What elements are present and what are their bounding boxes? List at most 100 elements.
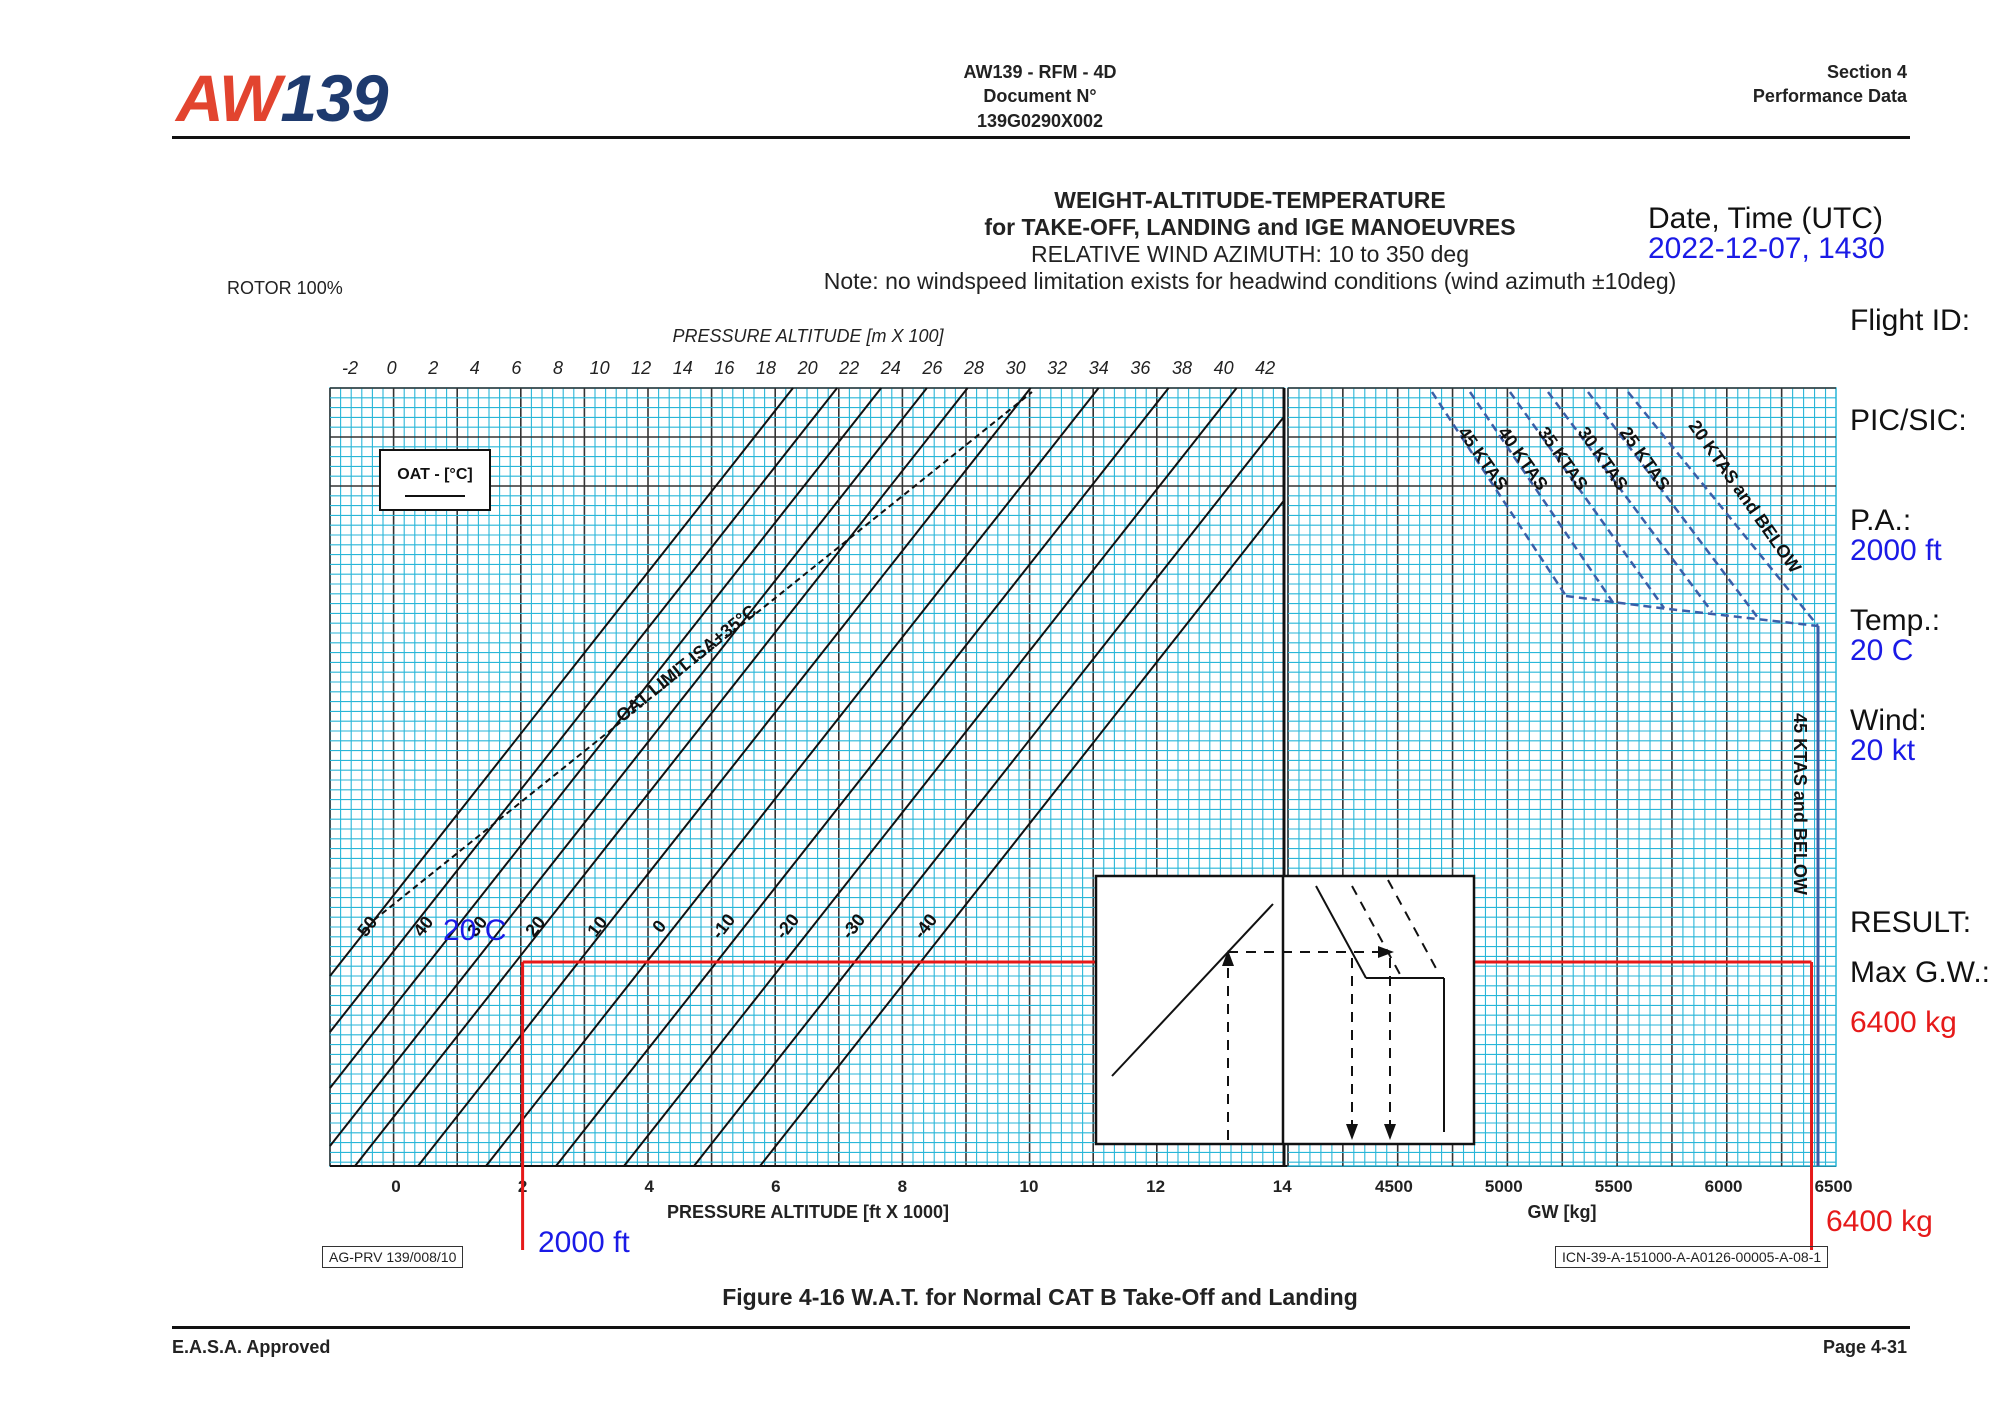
top-tick-label: 18 (756, 358, 776, 378)
oat-marker-label: 20 C (443, 914, 507, 947)
left-panel-grid (329, 387, 1836, 1167)
footer-approval: E.A.S.A. Approved (172, 1337, 331, 1357)
top-tick-label: 16 (714, 358, 735, 378)
top-tick-label: 4 (470, 358, 480, 378)
top-tick-label: 2 (427, 358, 438, 378)
top-tick-label: 6 (511, 358, 522, 378)
top-tick-label: 12 (631, 358, 651, 378)
left-ref-box: AG-PRV 139/008/10 (322, 1246, 464, 1268)
date-time-label: Date, Time (UTC) (1648, 202, 1884, 235)
axis-labels: -2 0 2 4 6 8 10 12 14 16 18 20 22 24 26 28 30 32 34 36 38 40 4… (342, 326, 1852, 1222)
wind-line (1546, 391, 1714, 613)
max-gw-value: 6400 kg (1850, 1006, 1957, 1039)
bottom-tick-label: 8 (898, 1177, 907, 1196)
header-rule (172, 136, 1910, 139)
oat-legend-box (379, 449, 491, 511)
chart-title-1: WEIGHT-ALTITUDE-TEMPERATURE (1054, 187, 1446, 213)
bottom-tick-label: 10 (1020, 1177, 1039, 1196)
aw139-logo: AW139 (176, 60, 388, 136)
bottom-tick-label: 14 (1273, 1177, 1292, 1196)
top-tick-label: 38 (1172, 358, 1192, 378)
top-tick-label: 40 (1214, 358, 1234, 378)
wind-line (1587, 391, 1759, 619)
oat-line (329, 387, 882, 1089)
gw-tick-label: 6000 (1705, 1177, 1743, 1196)
result-label: RESULT: (1850, 906, 1972, 939)
wind-label: Wind: (1850, 704, 1927, 737)
oat-line (329, 387, 794, 977)
pa-label: P.A.: (1850, 504, 1912, 537)
gw-tick-label: 4500 (1375, 1177, 1413, 1196)
top-tick-label: 8 (553, 358, 563, 378)
top-axis-label: PRESSURE ALTITUDE [m X 100] (672, 326, 944, 346)
oat-line (329, 387, 928, 1147)
logo-text-aw: AW (176, 61, 281, 135)
vertical-limit-label: 45 KTAS and BELOW (1790, 713, 1810, 895)
top-tick-label: 32 (1047, 358, 1067, 378)
rotor-label: ROTOR 100% (227, 278, 343, 298)
top-tick-label: 24 (880, 358, 901, 378)
oat-line (417, 387, 1032, 1167)
wind-value: 20 kt (1850, 734, 1916, 767)
flight-id-label: Flight ID: (1850, 304, 1971, 337)
top-tick-label: 20 (797, 358, 818, 378)
wind-line (1430, 391, 1568, 597)
oat-line (693, 416, 1285, 1167)
temp-label: Temp.: (1850, 604, 1941, 637)
top-tick-label: 34 (1089, 358, 1109, 378)
gw-tick-label: 5000 (1485, 1177, 1523, 1196)
oat-line (555, 387, 1170, 1167)
pic-sic-label: PIC/SIC: (1850, 404, 1967, 437)
top-tick-label: 22 (838, 358, 859, 378)
pa-marker-label: 2000 ft (538, 1226, 630, 1259)
top-tick-label: -2 (342, 358, 358, 378)
inset-diagram (1094, 874, 1476, 1146)
footer-rule (172, 1326, 1910, 1329)
oat-limit-line (373, 391, 1033, 921)
wind-envelope (1565, 594, 1819, 628)
top-tick-label: 36 (1130, 358, 1151, 378)
max-gw-label: Max G.W.: (1850, 956, 1991, 989)
bottom-tick-label: 12 (1146, 1177, 1165, 1196)
chart-title-2: for TAKE-OFF, LANDING and IGE MANOEUVRES (984, 214, 1516, 240)
oat-line (623, 387, 1238, 1167)
gw-axis-label: GW [kg] (1528, 1202, 1597, 1222)
oat-line (485, 387, 1100, 1167)
section-title: Performance Data (1752, 86, 1907, 106)
right-ref-box: ICN-39-A-151000-A-A0126-00005-A-08-1 (1555, 1246, 1829, 1268)
bottom-tick-label: 0 (391, 1177, 400, 1196)
gw-tick-label: 6500 (1815, 1177, 1853, 1196)
gw-marker-label: 6400 kg (1826, 1205, 1933, 1238)
top-tick-label: 42 (1255, 358, 1275, 378)
wind-line (1508, 391, 1666, 609)
top-tick-label: 10 (590, 358, 610, 378)
top-tick-label: 28 (963, 358, 984, 378)
chart-note: Note: no windspeed limitation exists for… (823, 268, 1677, 294)
top-tick-label: 14 (673, 358, 693, 378)
doc-label: Document N° (983, 86, 1097, 106)
wind-line (1468, 391, 1616, 605)
oat-line (759, 499, 1285, 1167)
logo-text-139: 139 (280, 61, 388, 135)
doc-title: AW139 - RFM - 4D (963, 62, 1117, 82)
wind-line (1627, 391, 1819, 627)
date-time-value: 2022-12-07, 1430 (1648, 232, 1885, 265)
top-tick-label: 26 (921, 358, 943, 378)
chart-subtitle-1: RELATIVE WIND AZIMUTH: 10 to 350 deg (1031, 241, 1469, 267)
section-number: Section 4 (1826, 62, 1907, 82)
bottom-tick-label: 6 (771, 1177, 780, 1196)
oat-line (354, 387, 969, 1167)
top-tick-label: 0 (387, 358, 397, 378)
footer-page: Page 4-31 (1822, 1337, 1907, 1357)
figure-caption: Figure 4-16 W.A.T. for Normal CAT B Take… (722, 1284, 1358, 1310)
oat-legend-title: OAT - [°C] (397, 466, 472, 483)
bottom-axis-label: PRESSURE ALTITUDE [ft X 1000] (667, 1202, 949, 1222)
doc-number: 139G0290X002 (976, 111, 1104, 131)
gw-tick-label: 5500 (1595, 1177, 1633, 1196)
bottom-tick-label: 4 (644, 1177, 654, 1196)
pa-value: 2000 ft (1850, 534, 1942, 567)
oat-line (329, 387, 838, 1033)
top-tick-label: 30 (1006, 358, 1026, 378)
temp-value: 20 C (1850, 634, 1914, 667)
